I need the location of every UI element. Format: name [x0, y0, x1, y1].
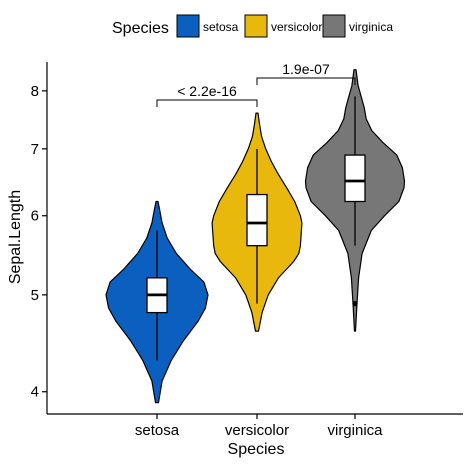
- legend-label-versicolor: versicolor: [271, 20, 322, 34]
- x-tick-label-virginica: virginica: [327, 422, 383, 439]
- legend-swatch-versicolor: [244, 14, 268, 38]
- comparison-label: < 2.2e-16: [177, 83, 237, 99]
- y-axis-title: Sepal.Length: [7, 190, 24, 284]
- comparison-0: < 2.2e-16: [156, 83, 258, 107]
- y-tick-label-5: 5: [31, 287, 39, 304]
- y-tick-label-4: 4: [31, 384, 39, 401]
- x-tick-label-versicolor: versicolor: [225, 422, 289, 439]
- comparison-bracket: [156, 99, 258, 107]
- x-tick-label-setosa: setosa: [135, 422, 180, 439]
- violin-group-virginica: [304, 69, 406, 332]
- legend-title: Species: [112, 20, 169, 37]
- violin-group-versicolor: [211, 112, 303, 332]
- comparison-1: 1.9e-07: [256, 61, 356, 85]
- outlier-virginica-0: [352, 301, 358, 307]
- violin-group-setosa: [105, 200, 209, 404]
- y-tick-label-6: 6: [31, 208, 39, 225]
- comparison-label: 1.9e-07: [282, 61, 330, 77]
- box-virginica: [344, 154, 366, 203]
- y-tick-label-7: 7: [31, 141, 39, 158]
- legend: Species setosa versicolor virginica: [112, 14, 393, 38]
- y-tick-label-8: 8: [31, 83, 39, 100]
- legend-label-virginica: virginica: [349, 20, 393, 34]
- legend-label-setosa: setosa: [203, 20, 239, 34]
- legend-swatch-virginica: [322, 14, 346, 38]
- comparison-bracket: [256, 77, 356, 85]
- legend-swatch-setosa: [176, 14, 200, 38]
- box-versicolor: [246, 193, 268, 247]
- x-axis-title: Species: [228, 441, 285, 458]
